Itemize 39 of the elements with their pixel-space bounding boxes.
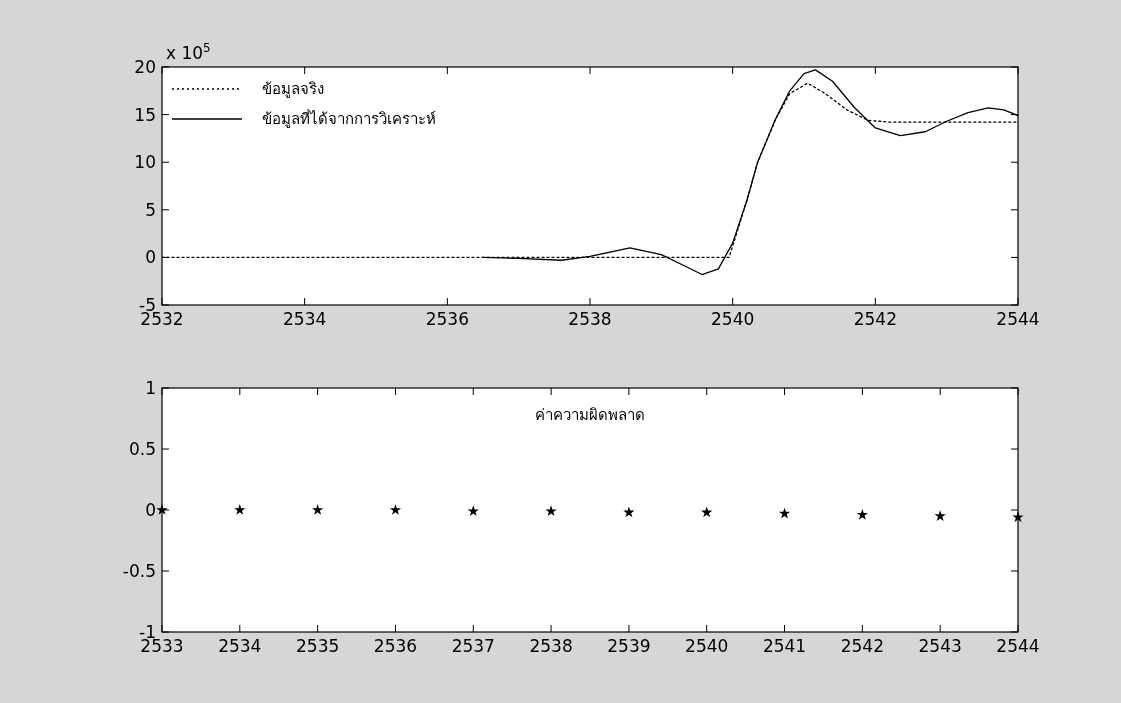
point [934, 510, 946, 521]
y-tick-label: 10 [134, 152, 156, 173]
x-tick-label: 2534 [218, 636, 262, 656]
legend-label: ข้อมูลที่ได้จากการวิเคราะห์ [262, 108, 436, 129]
point [856, 508, 869, 520]
x-tick-label: 2536 [373, 636, 418, 656]
text: x 10$^{5}$ [166, 41, 211, 63]
point [545, 505, 557, 517]
x-tick-label: 2544 [996, 636, 1040, 656]
x-tick-label: 2535 [296, 636, 340, 656]
x-tick-label: 2544 [996, 309, 1040, 329]
x-tick-label: 2536 [425, 309, 469, 329]
x-tick-label: 2542 [840, 636, 884, 656]
y-tick-label: -0.5 [122, 560, 156, 581]
point [311, 504, 324, 515]
x-tick-label: 2537 [451, 636, 495, 656]
point [778, 507, 791, 519]
x-tick-label: 2534 [283, 309, 327, 329]
y-tick-label: 0 [145, 247, 156, 268]
x-tick-label: 2540 [685, 636, 729, 656]
text: ค่าความผิดพลาด [535, 406, 645, 424]
y-tick-label: 20 [134, 56, 156, 77]
y-tick-label: 0 [145, 499, 156, 520]
x-tick-label: 2542 [853, 309, 897, 329]
x-tick-label: 2538 [529, 636, 573, 656]
point [234, 504, 246, 515]
y-tick-label: 15 [134, 104, 156, 125]
x-tick-label: 2543 [918, 636, 962, 656]
point [467, 505, 479, 517]
x-tick-label: 2541 [762, 636, 807, 656]
legend-label: ข้อมูลจริง [262, 80, 324, 99]
y-tick-label: 0.5 [128, 438, 156, 459]
x-tick-label: 2539 [607, 636, 651, 656]
point [389, 504, 402, 515]
x-tick-label: 2538 [568, 309, 612, 329]
x-tick-label: 2540 [711, 309, 755, 329]
point [701, 506, 713, 518]
y-tick-label: 1 [145, 377, 156, 398]
y-tick-label: 5 [145, 199, 156, 220]
